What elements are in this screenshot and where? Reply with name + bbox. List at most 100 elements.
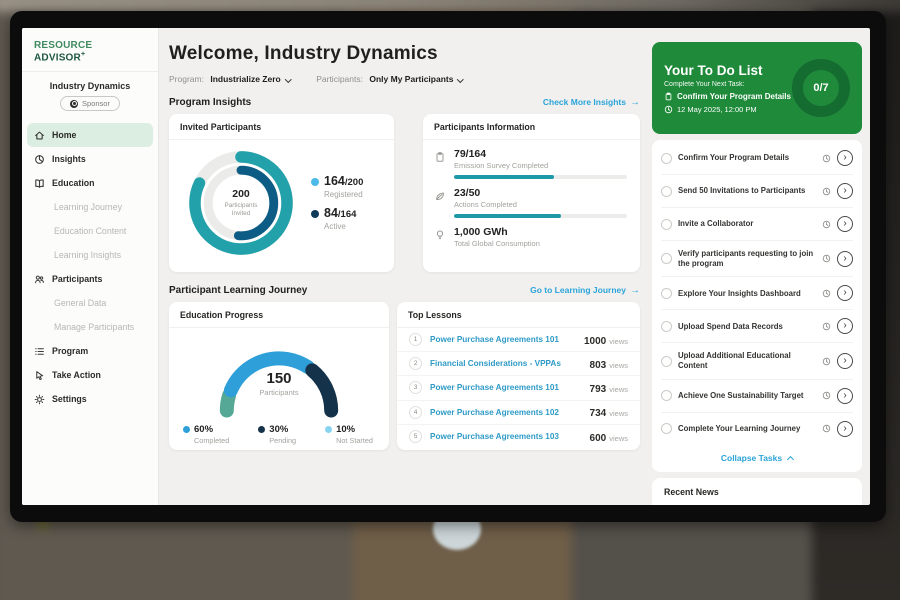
sidebar-item-label: Settings: [52, 394, 87, 404]
todo-title: Your To Do List: [664, 63, 792, 78]
card-title: Top Lessons: [397, 302, 640, 328]
task-label: Complete Your Learning Journey: [678, 424, 816, 434]
task-checkbox[interactable]: [661, 321, 672, 332]
lesson-title-link[interactable]: Power Purchase Agreements 101: [430, 335, 576, 344]
participants-information-card: Participants Information 79/164 Emission…: [423, 114, 640, 272]
clock-icon: [822, 424, 831, 433]
sidebar-item-take-action[interactable]: Take Action: [22, 363, 158, 387]
participants-filter-dropdown[interactable]: Only My Participants: [369, 74, 463, 84]
donut-center-value: 200: [232, 188, 250, 200]
task-checkbox[interactable]: [661, 390, 672, 401]
lesson-title-link[interactable]: Financial Considerations - VPPAs: [430, 359, 582, 368]
task-chevron-button[interactable]: ›: [837, 318, 853, 334]
sidebar-item-general-data[interactable]: General Data: [22, 291, 158, 315]
clock-icon: [822, 391, 831, 400]
chevron-down-icon: [285, 76, 291, 82]
info-row-actions: 23/50 Actions Completed: [423, 179, 640, 218]
task-checkbox[interactable]: [661, 219, 672, 230]
home-icon: [34, 130, 45, 141]
org-name: Industry Dynamics: [28, 81, 152, 91]
task-checkbox[interactable]: [661, 186, 672, 197]
task-row: Send 50 Invitations to Participants ›: [661, 175, 853, 208]
card-title: Invited Participants: [169, 114, 394, 140]
task-chevron-button[interactable]: ›: [837, 251, 853, 267]
participants-filter-label: Participants:: [316, 74, 363, 84]
lesson-rank: 3: [409, 381, 422, 394]
clock-icon: [664, 105, 673, 114]
logo-plus: +: [81, 51, 85, 58]
sidebar-item-label: Education: [52, 178, 95, 188]
go-to-learning-journey-link[interactable]: Go to Learning Journey→: [530, 285, 640, 296]
task-label: Upload Additional Educational Content: [678, 351, 816, 370]
legend-not-started: 10% Not Started: [325, 424, 373, 445]
task-chevron-button[interactable]: ›: [837, 388, 853, 404]
sidebar-item-learning-insights[interactable]: Learning Insights: [22, 243, 158, 267]
lesson-title-link[interactable]: Power Purchase Agreements 101: [430, 383, 582, 392]
sidebar-item-label: Learning Insights: [54, 250, 121, 260]
legend-active: 84/164 Active: [311, 207, 363, 231]
legend-completed: 60% Completed: [183, 424, 229, 445]
sidebar-item-settings[interactable]: Settings: [22, 387, 158, 411]
task-checkbox[interactable]: [661, 423, 672, 434]
actions-progress-bar: [454, 214, 627, 218]
sidebar-item-label: General Data: [54, 298, 106, 308]
task-chevron-button[interactable]: ›: [837, 183, 853, 199]
arrow-right-icon: →: [630, 285, 640, 296]
participants-filter: Participants: Only My Participants: [316, 74, 463, 84]
lesson-rank: 1: [409, 333, 422, 346]
check-more-insights-link[interactable]: Check More Insights→: [543, 97, 640, 108]
task-chevron-button[interactable]: ›: [837, 353, 853, 369]
program-filter-label: Program:: [169, 74, 204, 84]
task-chevron-button[interactable]: ›: [837, 150, 853, 166]
todo-due: 12 May 2025, 12:00 PM: [677, 105, 757, 114]
sidebar-item-home[interactable]: Home: [27, 123, 153, 147]
chevron-down-icon: [458, 76, 464, 82]
task-label: Verify participants requesting to join t…: [678, 249, 816, 268]
program-filter-dropdown[interactable]: Industrialize Zero: [210, 74, 290, 84]
task-checkbox[interactable]: [661, 253, 672, 264]
task-chevron-button[interactable]: ›: [837, 216, 853, 232]
take-action-icon: [34, 370, 45, 381]
sidebar-item-manage-participants[interactable]: Manage Participants: [22, 315, 158, 339]
todo-column: Your To Do List Complete Your Next Task:…: [652, 28, 870, 505]
lesson-row: 3 Power Purchase Agreements 101 793views: [397, 376, 640, 400]
sidebar-item-learning-journey[interactable]: Learning Journey: [22, 195, 158, 219]
lesson-row: 1 Power Purchase Agreements 101 1000view…: [397, 328, 640, 352]
task-row: Upload Spend Data Records ›: [661, 310, 853, 343]
collapse-tasks-link[interactable]: Collapse Tasks: [661, 445, 853, 470]
lesson-row: 4 Power Purchase Agreements 102 734views: [397, 401, 640, 425]
lesson-rank: 2: [409, 357, 422, 370]
sidebar-item-label: Home: [52, 130, 76, 140]
legend-pending: 30% Pending: [258, 424, 296, 445]
task-chevron-button[interactable]: ›: [837, 285, 853, 301]
logo-text-primary: RESOURCE: [34, 40, 92, 51]
sidebar-item-insights[interactable]: Insights: [22, 147, 158, 171]
task-checkbox[interactable]: [661, 153, 672, 164]
sidebar-item-participants[interactable]: Participants: [22, 267, 158, 291]
clock-icon: [822, 289, 831, 298]
task-row: Verify participants requesting to join t…: [661, 241, 853, 277]
recent-news-title: Recent News: [664, 487, 850, 505]
sidebar-item-education[interactable]: Education: [22, 171, 158, 195]
todo-summary-card: Your To Do List Complete Your Next Task:…: [652, 42, 862, 134]
clock-icon: [822, 154, 831, 163]
sidebar-item-label: Manage Participants: [54, 322, 134, 332]
legend-dot: [258, 426, 265, 433]
sidebar: RESOURCE ADVISOR+ Industry Dynamics Spon…: [22, 28, 159, 505]
sponsor-icon: [70, 100, 78, 108]
sidebar-item-program[interactable]: Program: [22, 339, 158, 363]
lesson-row: 5 Power Purchase Agreements 103 600views: [397, 425, 640, 449]
lesson-title-link[interactable]: Power Purchase Agreements 102: [430, 408, 582, 417]
task-checkbox[interactable]: [661, 288, 672, 299]
participants-icon: [34, 274, 45, 285]
task-chevron-button[interactable]: ›: [837, 421, 853, 437]
clock-icon: [822, 220, 831, 229]
monitor-bezel: RESOURCE ADVISOR+ Industry Dynamics Spon…: [10, 11, 886, 522]
program-filter: Program: Industrialize Zero: [169, 74, 290, 84]
lesson-title-link[interactable]: Power Purchase Agreements 103: [430, 432, 582, 441]
app-logo[interactable]: RESOURCE ADVISOR+: [22, 38, 158, 72]
sidebar-item-education-content[interactable]: Education Content: [22, 219, 158, 243]
task-checkbox[interactable]: [661, 356, 672, 367]
legend-dot: [183, 426, 190, 433]
sidebar-item-label: Take Action: [52, 370, 101, 380]
